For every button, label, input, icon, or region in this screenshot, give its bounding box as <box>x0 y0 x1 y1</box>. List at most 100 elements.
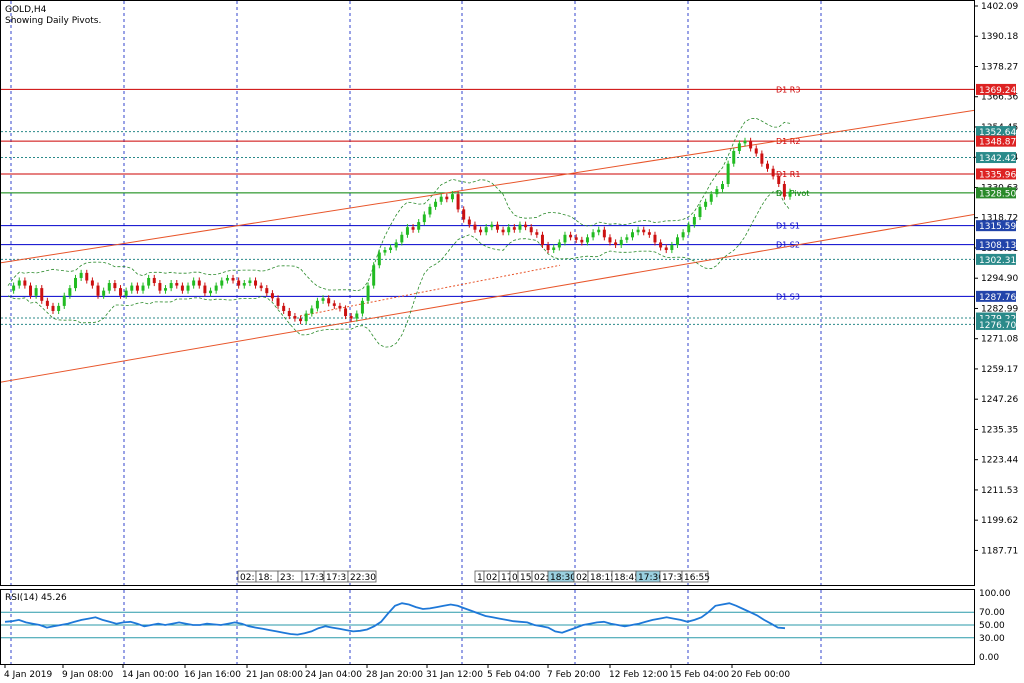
candle-body <box>90 280 94 286</box>
price-tag <box>976 126 1016 138</box>
candle-body <box>299 318 303 322</box>
candle-body <box>113 283 117 289</box>
candle-body <box>619 239 623 245</box>
price-tick-label: 1199.62 <box>981 516 1018 526</box>
time-boxes: 02: 18: 23: 17:3 17:3 22:30 1 02: 17 0 15 02: 18:30 0… <box>237 570 710 583</box>
candle-body <box>675 237 679 245</box>
time-box-label: 17 <box>501 573 512 583</box>
candle-body <box>214 285 218 291</box>
candle-body <box>614 242 618 245</box>
candle-body <box>540 234 544 245</box>
price-tick-label: 1187.71 <box>981 546 1018 556</box>
candle-body <box>242 283 246 286</box>
pivot-label: D1 R2 <box>776 137 800 146</box>
channel-upper <box>0 109 975 264</box>
candle-body <box>355 313 359 319</box>
price-tick-label: 1378.27 <box>981 62 1018 72</box>
price-tag <box>976 253 1016 265</box>
candle-body <box>479 229 483 233</box>
pivot-label: D1 Pivot <box>776 189 809 198</box>
price-tag-label: 1335.96 <box>979 170 1016 180</box>
time-tick-label: 20 Feb 00:00 <box>731 670 790 680</box>
price-tag <box>976 152 1016 164</box>
rsi-tick-label: 30.00 <box>979 634 1005 644</box>
rsi-tick-label: 100.00 <box>979 589 1011 599</box>
pivot-label: D1 S2 <box>776 241 800 250</box>
candle-body <box>304 313 308 322</box>
candle-body <box>670 244 674 251</box>
price-tick-label: 1223.44 <box>981 456 1018 466</box>
candle-body <box>40 288 44 301</box>
candle-body <box>422 214 426 223</box>
trend-channel <box>0 109 975 383</box>
candle-body <box>338 305 342 309</box>
time-box-label: 18:45 <box>614 573 640 583</box>
candle-body <box>349 316 353 319</box>
candle-body <box>231 277 235 281</box>
main-panel-frame <box>0 0 975 586</box>
time-tick-label: 5 Feb 04:00 <box>487 670 541 680</box>
candle-body <box>192 280 196 286</box>
time-box-label: 0 <box>512 573 518 583</box>
candle-body <box>546 244 550 251</box>
candle-body <box>664 247 668 251</box>
candle-body <box>467 219 471 225</box>
candle-body <box>687 224 691 233</box>
price-tag <box>976 290 1016 302</box>
candle-body <box>51 305 55 311</box>
candle-body <box>782 183 786 197</box>
candle-body <box>405 227 409 235</box>
price-tag <box>976 312 1016 324</box>
candle-body <box>507 227 511 233</box>
candle-body <box>315 300 319 309</box>
candle-body <box>777 176 781 184</box>
candle-body <box>597 229 601 233</box>
candle-body <box>85 272 89 281</box>
candle-body <box>585 237 589 243</box>
candle-body <box>147 277 151 286</box>
candle-body <box>57 305 61 311</box>
candle-body <box>771 168 775 177</box>
vertical-grid <box>10 1 822 664</box>
price-tick-label: 1294.90 <box>981 274 1018 284</box>
candle-body <box>580 239 584 243</box>
price-tag-label: 1276.70 <box>979 321 1016 331</box>
pivot-lines: D1 R3 D1 R2 D1 R1 D1 Pivot D1 S1 D1 S2 D1 S3 <box>1 85 974 325</box>
candle-body <box>321 298 325 301</box>
candle-body <box>456 194 460 210</box>
price-tag <box>976 83 1016 95</box>
candle-body <box>591 232 595 238</box>
time-box-label: 16:55 <box>684 573 710 583</box>
time-box-label: 17:30 <box>638 573 664 583</box>
price-tick-label: 1271.08 <box>981 335 1018 345</box>
pivot-label: D1 S3 <box>776 292 800 301</box>
time-box-label: 18:30 <box>550 573 576 583</box>
candle-body <box>34 288 38 296</box>
candle-body <box>164 288 168 291</box>
candle-body <box>495 224 499 230</box>
candle-body <box>462 209 466 220</box>
rsi-label: RSI(14) 45.26 <box>5 593 67 603</box>
candle-body <box>788 191 792 197</box>
candle-body <box>344 308 348 317</box>
candle-body <box>366 285 370 301</box>
time-tick-label: 16 Jan 16:00 <box>184 670 241 680</box>
price-tag <box>976 239 1016 251</box>
candle-body <box>124 290 128 296</box>
candle-body <box>96 285 100 296</box>
time-box-label: 23: <box>280 573 294 583</box>
candles <box>12 137 792 325</box>
candle-body <box>518 224 522 230</box>
price-tag <box>976 168 1016 180</box>
pivots-subtitle: Showing Daily Pivots. <box>5 16 101 26</box>
candle-body <box>119 288 123 296</box>
candle-body <box>135 285 139 291</box>
candle-body <box>692 217 696 225</box>
candle-body <box>445 196 449 200</box>
candle-body <box>681 232 685 238</box>
candle-body <box>68 288 72 296</box>
candle-body <box>248 280 252 284</box>
candle-body <box>186 285 190 291</box>
